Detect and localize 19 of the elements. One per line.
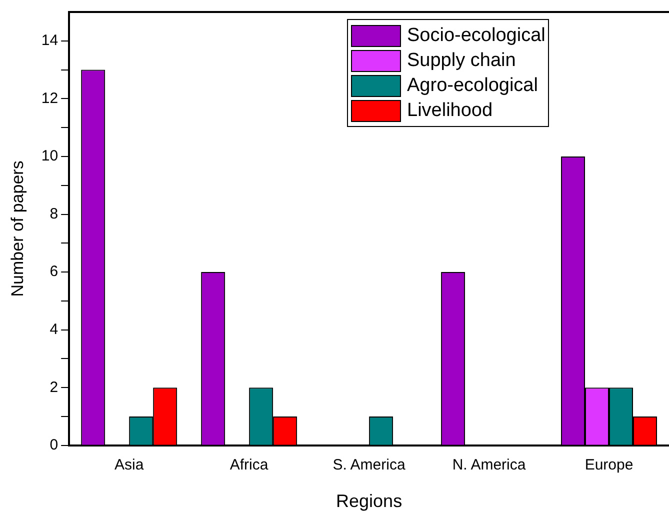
y-tick-label: 8 — [50, 205, 58, 222]
y-tick-label: 0 — [50, 436, 58, 454]
y-axis-title: Number of papers — [8, 160, 27, 297]
y-tick-label: 10 — [41, 148, 58, 165]
x-tick-label: N. America — [452, 456, 526, 474]
y-tick-label: 4 — [50, 320, 58, 338]
y-tick-label: 14 — [41, 32, 58, 50]
legend-label: Agro-ecological — [407, 74, 538, 96]
legend-label: Socio-ecological — [407, 24, 546, 46]
y-tick-label: 12 — [41, 90, 58, 107]
y-tick-label: 6 — [50, 263, 58, 280]
legend-label: Livelihood — [407, 100, 493, 122]
x-tick-label: S. America — [332, 456, 406, 474]
legend-label: Supply chain — [407, 50, 516, 72]
x-tick-label: Asia — [114, 456, 144, 474]
x-tick-label: Africa — [230, 456, 269, 474]
y-tick-label: 2 — [50, 378, 58, 396]
x-axis-title: Regions — [336, 491, 402, 512]
x-tick-label: Europe — [584, 456, 634, 474]
